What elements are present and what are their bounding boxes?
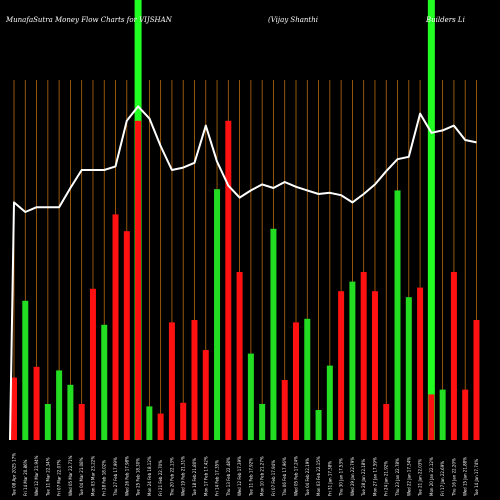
money-flow-bar bbox=[113, 214, 119, 440]
money-flow-bar bbox=[67, 385, 73, 440]
money-flow-bar bbox=[180, 403, 186, 440]
money-flow-bar bbox=[158, 414, 164, 440]
x-tick-label: Fri 07 Mar 22.07% bbox=[57, 459, 62, 496]
x-tick-label: Fri 07 Feb 17.94% bbox=[271, 460, 276, 496]
x-tick-label: Wed 26 Feb 17.98% bbox=[124, 456, 129, 496]
money-flow-bar bbox=[259, 404, 265, 440]
x-tick-label: Mon 03 Mar 23.22% bbox=[90, 456, 95, 496]
x-tick-label: Mon 27 Jan 17.59% bbox=[372, 457, 377, 496]
money-flow-bar bbox=[417, 288, 423, 440]
x-tick-label: Wed 12 Mar 21.94% bbox=[34, 455, 39, 496]
money-flow-bar bbox=[135, 121, 141, 440]
x-tick-label: Fri 21 Feb 22.70% bbox=[158, 460, 163, 496]
x-tick-label: Mon 20 Jan 22.12% bbox=[429, 457, 434, 496]
x-tick-label: Wed 22 Jan 17.34% bbox=[406, 457, 411, 496]
x-tick-label: Wed 29 Jan 22.79% bbox=[350, 457, 355, 496]
money-flow-bar bbox=[22, 301, 28, 440]
money-flow-bar bbox=[45, 404, 51, 440]
money-flow-bar bbox=[473, 320, 479, 440]
money-flow-bar bbox=[248, 354, 254, 440]
x-tick-label: Fri 17 Jan 22.69% bbox=[440, 461, 445, 496]
money-flow-bar bbox=[428, 394, 434, 440]
x-tick-label: Fri 31 Jan 17.38% bbox=[327, 461, 332, 496]
x-tick-label: Tue 08 Apr 2025 17% bbox=[12, 453, 17, 497]
money-flow-bar bbox=[270, 229, 276, 440]
x-tick-label: Thu 06 Feb 17.96% bbox=[282, 457, 287, 497]
x-tick-label: Mon 17 Feb 17.42% bbox=[203, 456, 208, 496]
x-tick-label: Tue 11 Feb 17.92% bbox=[248, 458, 253, 497]
money-flow-bar bbox=[214, 189, 220, 440]
x-tick-label: Thu 13 Feb 22.48% bbox=[226, 457, 231, 497]
x-tick-label: Wed 05 Mar 22.71% bbox=[68, 455, 73, 496]
money-flow-bar bbox=[316, 410, 322, 440]
money-flow-bar bbox=[34, 367, 40, 440]
money-flow-bar bbox=[451, 272, 457, 440]
money-flow-bar bbox=[169, 322, 175, 440]
money-flow-bar bbox=[406, 297, 412, 440]
x-tick-label: Thu 27 Feb 17.99% bbox=[113, 457, 118, 497]
money-flow-bar bbox=[203, 350, 209, 440]
x-tick-label: Tue 21 Jan 22.03% bbox=[418, 459, 423, 497]
money-flow-bar bbox=[293, 322, 299, 440]
money-flow-bar bbox=[282, 380, 288, 440]
money-flow-bar bbox=[101, 325, 107, 440]
x-tick-label: Fri 24 Jan 21.92% bbox=[384, 461, 389, 496]
x-tick-label: Wed 15 Jan 21.88% bbox=[463, 457, 468, 496]
x-tick-label: Thu 16 Jan 22.20% bbox=[451, 458, 456, 497]
highlight-band bbox=[428, 0, 435, 440]
x-tick-label: Fri 14 Feb 17.35% bbox=[215, 460, 220, 496]
money-flow-bar bbox=[327, 366, 333, 440]
money-flow-bar bbox=[395, 190, 401, 440]
x-tick-label: Fri 14 Mar 20.86% bbox=[23, 459, 28, 496]
x-tick-label: Tue 25 Feb 18.30% bbox=[136, 458, 141, 497]
money-flow-bar bbox=[79, 404, 85, 440]
money-flow-bar bbox=[383, 404, 389, 440]
x-tick-label: Wed 19 Feb 21.31% bbox=[181, 456, 186, 496]
x-tick-label: Mon 24 Feb 18.12% bbox=[147, 456, 152, 496]
header-left: MunafaSutra Money Flow Charts for VIJSHA… bbox=[5, 16, 173, 24]
money-flow-bar bbox=[90, 289, 96, 440]
x-tick-label: Thu 23 Jan 22.78% bbox=[395, 458, 400, 497]
header-right: Builders Li bbox=[425, 16, 465, 24]
money-flow-bar bbox=[237, 272, 243, 440]
money-flow-bar bbox=[440, 390, 446, 440]
x-tick-label: Mon 10 Feb 21.27% bbox=[260, 456, 265, 496]
money-flow-bar bbox=[146, 406, 152, 440]
x-tick-label: Tue 04 Mar 21.08% bbox=[79, 457, 84, 497]
x-tick-label: Thu 20 Feb 22.13% bbox=[169, 457, 174, 497]
money-flow-bar bbox=[361, 272, 367, 440]
x-tick-label: Tue 04 Feb 22.19% bbox=[305, 458, 310, 497]
money-flow-bar bbox=[372, 291, 378, 440]
x-tick-label: Wed 12 Feb 17.39% bbox=[237, 456, 242, 496]
x-tick-label: Fri 28 Feb 18.02% bbox=[102, 460, 107, 496]
money-flow-bar bbox=[191, 320, 197, 440]
x-tick-label: Thu 30 Jan 17.53% bbox=[339, 458, 344, 497]
money-flow-bar bbox=[56, 370, 62, 440]
x-tick-label: Wed 05 Feb 17.24% bbox=[294, 456, 299, 496]
money-flow-bar bbox=[304, 319, 310, 440]
money-flow-bar bbox=[338, 291, 344, 440]
money-flow-bar bbox=[11, 378, 17, 440]
x-tick-label: Tue 14 Jan 17.74% bbox=[474, 459, 479, 497]
x-tick-label: Tue 11 Mar 22.34% bbox=[45, 457, 50, 497]
x-tick-label: Tue 18 Feb 21.80% bbox=[192, 458, 197, 497]
x-tick-label: Mon 03 Feb 22.15% bbox=[316, 456, 321, 496]
header-middle: (Vijay Shanthi bbox=[268, 16, 318, 24]
money-flow-bar bbox=[124, 231, 130, 440]
money-flow-bar bbox=[225, 121, 231, 440]
money-flow-bar bbox=[349, 282, 355, 440]
money-flow-bar bbox=[462, 390, 468, 440]
x-tick-label: Tue 28 Jan 22.18% bbox=[361, 459, 366, 497]
